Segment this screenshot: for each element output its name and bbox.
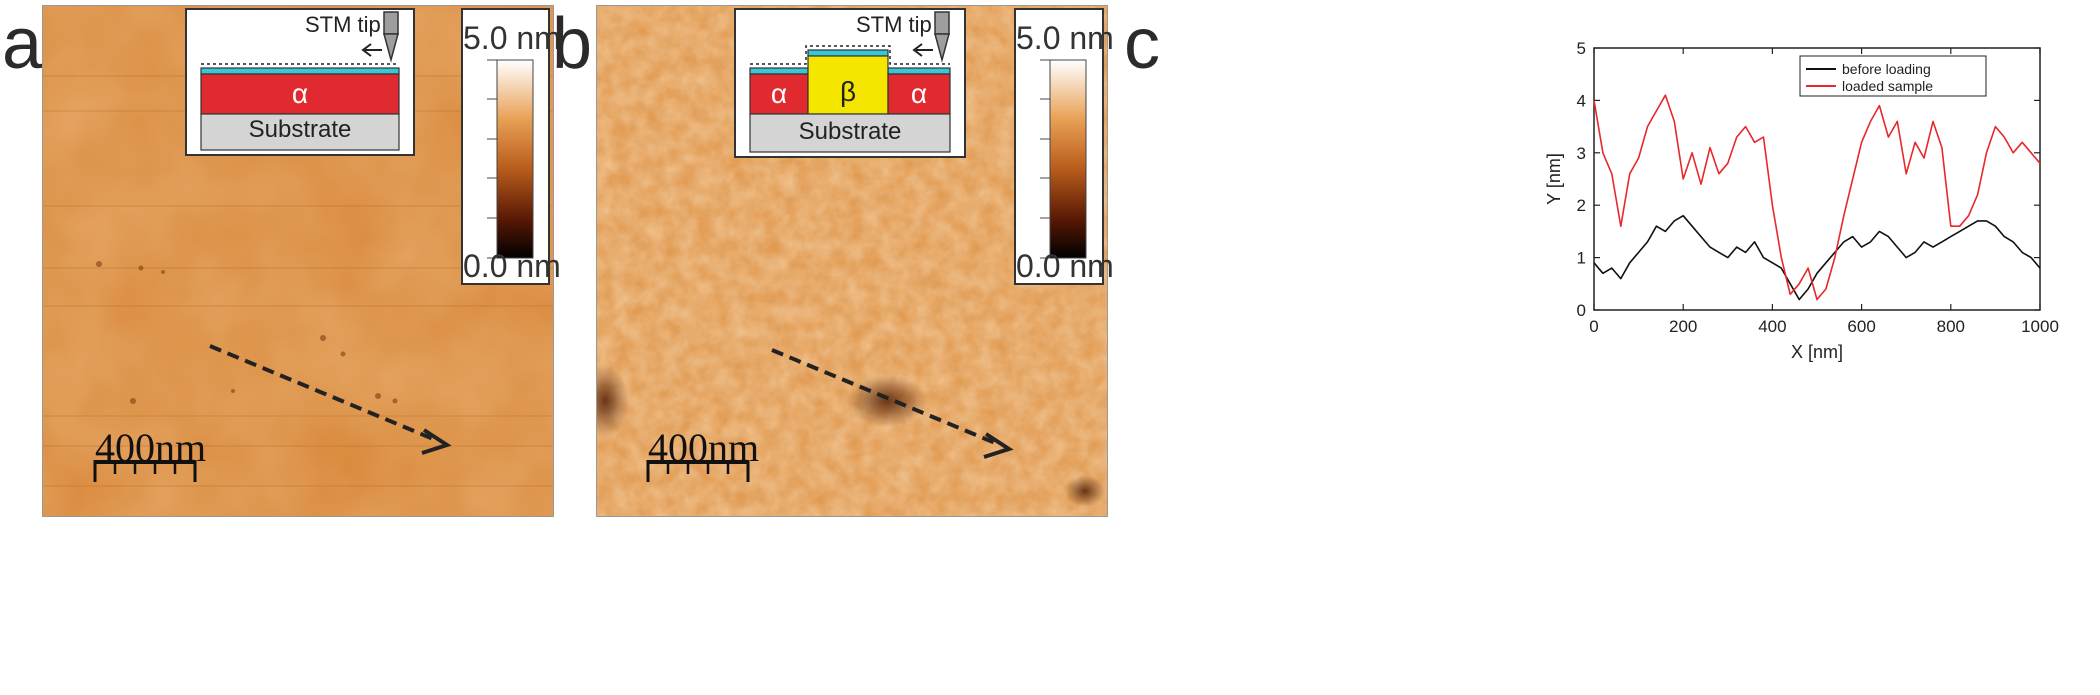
- scalebar-b: [646, 460, 750, 482]
- stm-tip-label-b: STM tip: [856, 12, 932, 37]
- substrate-a: [200, 113, 400, 151]
- scan-path-arrow-a: [209, 344, 452, 455]
- y-tick-label: 5: [1577, 40, 1586, 58]
- colorbar-min-label-a: 0.0 nm: [463, 248, 561, 284]
- layer-schematic-inset-b: STM tip α β α Substrate: [734, 8, 966, 158]
- x-tick-label: 600: [1847, 317, 1875, 336]
- scalebar-a: [93, 460, 197, 482]
- stm-tip-label-a: STM tip: [305, 12, 381, 37]
- alpha-label-a: α: [291, 78, 309, 109]
- colorbar-min-label-b: 0.0 nm: [1016, 248, 1114, 284]
- scan-direction-arrow-b: [912, 43, 933, 57]
- plot-frame: [1593, 47, 2041, 311]
- legend-label: loaded sample: [1842, 78, 1933, 94]
- substrate-label-b: Substrate: [798, 118, 902, 145]
- height-profile-chart: 0 200 400 600 800 1000 0 1 2 3 4 5 X [nm] Y [nm] befor…: [1544, 40, 2059, 362]
- tip-path-b: [750, 45, 950, 65]
- x-axis-label: X [nm]: [1791, 342, 1843, 362]
- beta-label-b: β: [839, 76, 857, 107]
- alpha-layer-a: [200, 73, 400, 115]
- stm-tip-icon-b: [934, 11, 950, 63]
- colorbar-gradient-b: [1049, 59, 1087, 259]
- colorbar-b: 5.0 nm 0.0 nm: [1014, 8, 1114, 285]
- panel-c-letter: c: [1124, 4, 1160, 84]
- y-axis-label: Y [nm]: [1544, 153, 1564, 205]
- panel-a-letter: a: [2, 4, 43, 84]
- y-tick-label: 2: [1577, 196, 1586, 215]
- x-tick-label: 200: [1669, 317, 1697, 336]
- colorbar-gradient-a: [496, 59, 534, 259]
- top-film-a: [200, 67, 400, 75]
- colorbar-max-label-b: 5.0 nm: [1016, 20, 1114, 56]
- alpha-right-b: [887, 73, 951, 115]
- y-tick-label: 1: [1577, 249, 1586, 268]
- x-tick-label: 1000: [2021, 317, 2059, 336]
- series-loaded-sample: [1593, 94, 2041, 301]
- y-tick-label: 4: [1577, 91, 1586, 110]
- y-tick-label: 0: [1577, 301, 1586, 320]
- substrate-label-a: Substrate: [248, 116, 352, 143]
- alpha-left-b: [749, 73, 809, 115]
- scan-path-arrow-b: [771, 348, 1014, 459]
- alpha-right-label-b: α: [910, 78, 928, 109]
- legend-label: before loading: [1842, 61, 1931, 77]
- beta-region-b: [807, 55, 889, 115]
- substrate-b: [749, 113, 951, 153]
- top-film-b: [807, 49, 889, 57]
- stm-tip-icon-a: [383, 11, 399, 63]
- panel-b-letter: b: [552, 4, 593, 84]
- legend: [1799, 55, 1987, 97]
- alpha-left-label-b: α: [770, 78, 788, 109]
- colorbar-max-label-a: 5.0 nm: [463, 20, 561, 56]
- x-tick-label: 0: [1589, 317, 1598, 336]
- layer-schematic-inset-a: STM tip α Substrate: [185, 8, 415, 156]
- x-tick-label: 400: [1758, 317, 1786, 336]
- scan-direction-arrow-a: [361, 43, 382, 57]
- colorbar-a: 5.0 nm 0.0 nm: [461, 8, 561, 285]
- x-tick-label: 800: [1937, 317, 1965, 336]
- series-before-loading: [1593, 214, 2041, 301]
- y-tick-label: 3: [1577, 144, 1586, 163]
